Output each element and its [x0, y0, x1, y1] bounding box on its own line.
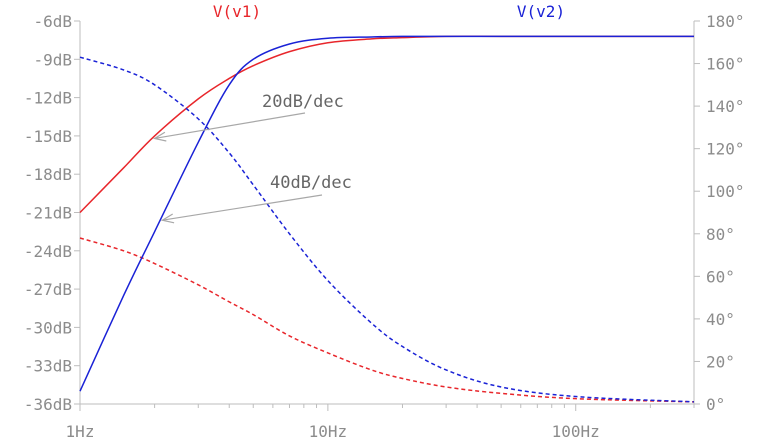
x-tick-label: 1Hz	[66, 422, 95, 441]
annotation-arrow-1	[154, 112, 306, 140]
y-left-tick-label: -15dB	[24, 127, 72, 146]
series-layer	[79, 35, 695, 403]
x-tick-label: 100Hz	[552, 422, 600, 441]
legend-v1: V(v1)	[213, 2, 261, 21]
series-v2-magnitude-line	[79, 35, 694, 392]
series-v2-phase-line	[79, 56, 695, 403]
right-axis-ticks: 180° 160° 140° 120° 100° 80° 60° 40° 20° 0°	[694, 12, 745, 414]
y-left-tick-label: -36dB	[24, 395, 72, 414]
y-right-tick-label: 0°	[706, 395, 725, 414]
left-axis-ticks: -6dB -9dB -12dB -15dB -18dB -21dB -24dB -27dB -3…	[24, 12, 80, 414]
y-right-tick-label: 60°	[706, 267, 735, 286]
y-left-tick-label: -30dB	[24, 318, 72, 337]
series-v1-phase-line	[79, 237, 695, 403]
y-right-tick-label: 140°	[706, 97, 745, 116]
y-right-tick-label: 180°	[706, 12, 745, 31]
y-right-tick-label: 20°	[706, 352, 735, 371]
y-right-tick-label: 160°	[706, 55, 745, 74]
y-left-tick-label: -27dB	[24, 280, 72, 299]
x-axis-ticks: 1Hz 10Hz 100Hz	[66, 404, 695, 441]
legend-v2: V(v2)	[517, 2, 565, 21]
y-left-tick-label: -6dB	[33, 12, 72, 31]
y-right-tick-label: 100°	[706, 182, 745, 201]
series-v1-magnitude-line	[79, 35, 694, 214]
x-tick-label: 10Hz	[309, 422, 348, 441]
y-right-tick-label: 120°	[706, 140, 745, 159]
y-left-tick-label: -18dB	[24, 165, 72, 184]
y-left-tick-label: -24dB	[24, 242, 72, 261]
y-left-tick-label: -21dB	[24, 204, 72, 223]
annotation-layer: 20dB/dec 40dB/dec	[153, 92, 352, 224]
y-right-tick-label: 40°	[706, 310, 735, 329]
annotation-label-2: 40dB/dec	[270, 173, 352, 193]
y-left-tick-label: -33dB	[24, 357, 72, 376]
annotation-label-1: 20dB/dec	[262, 92, 344, 112]
y-left-tick-label: -12dB	[24, 89, 72, 108]
y-left-tick-label: -9dB	[33, 50, 72, 69]
y-right-tick-label: 80°	[706, 225, 735, 244]
annotation-arrowhead-2	[160, 213, 175, 224]
annotation-arrowhead-1	[153, 131, 167, 142]
annotation-arrow-2	[162, 194, 323, 221]
